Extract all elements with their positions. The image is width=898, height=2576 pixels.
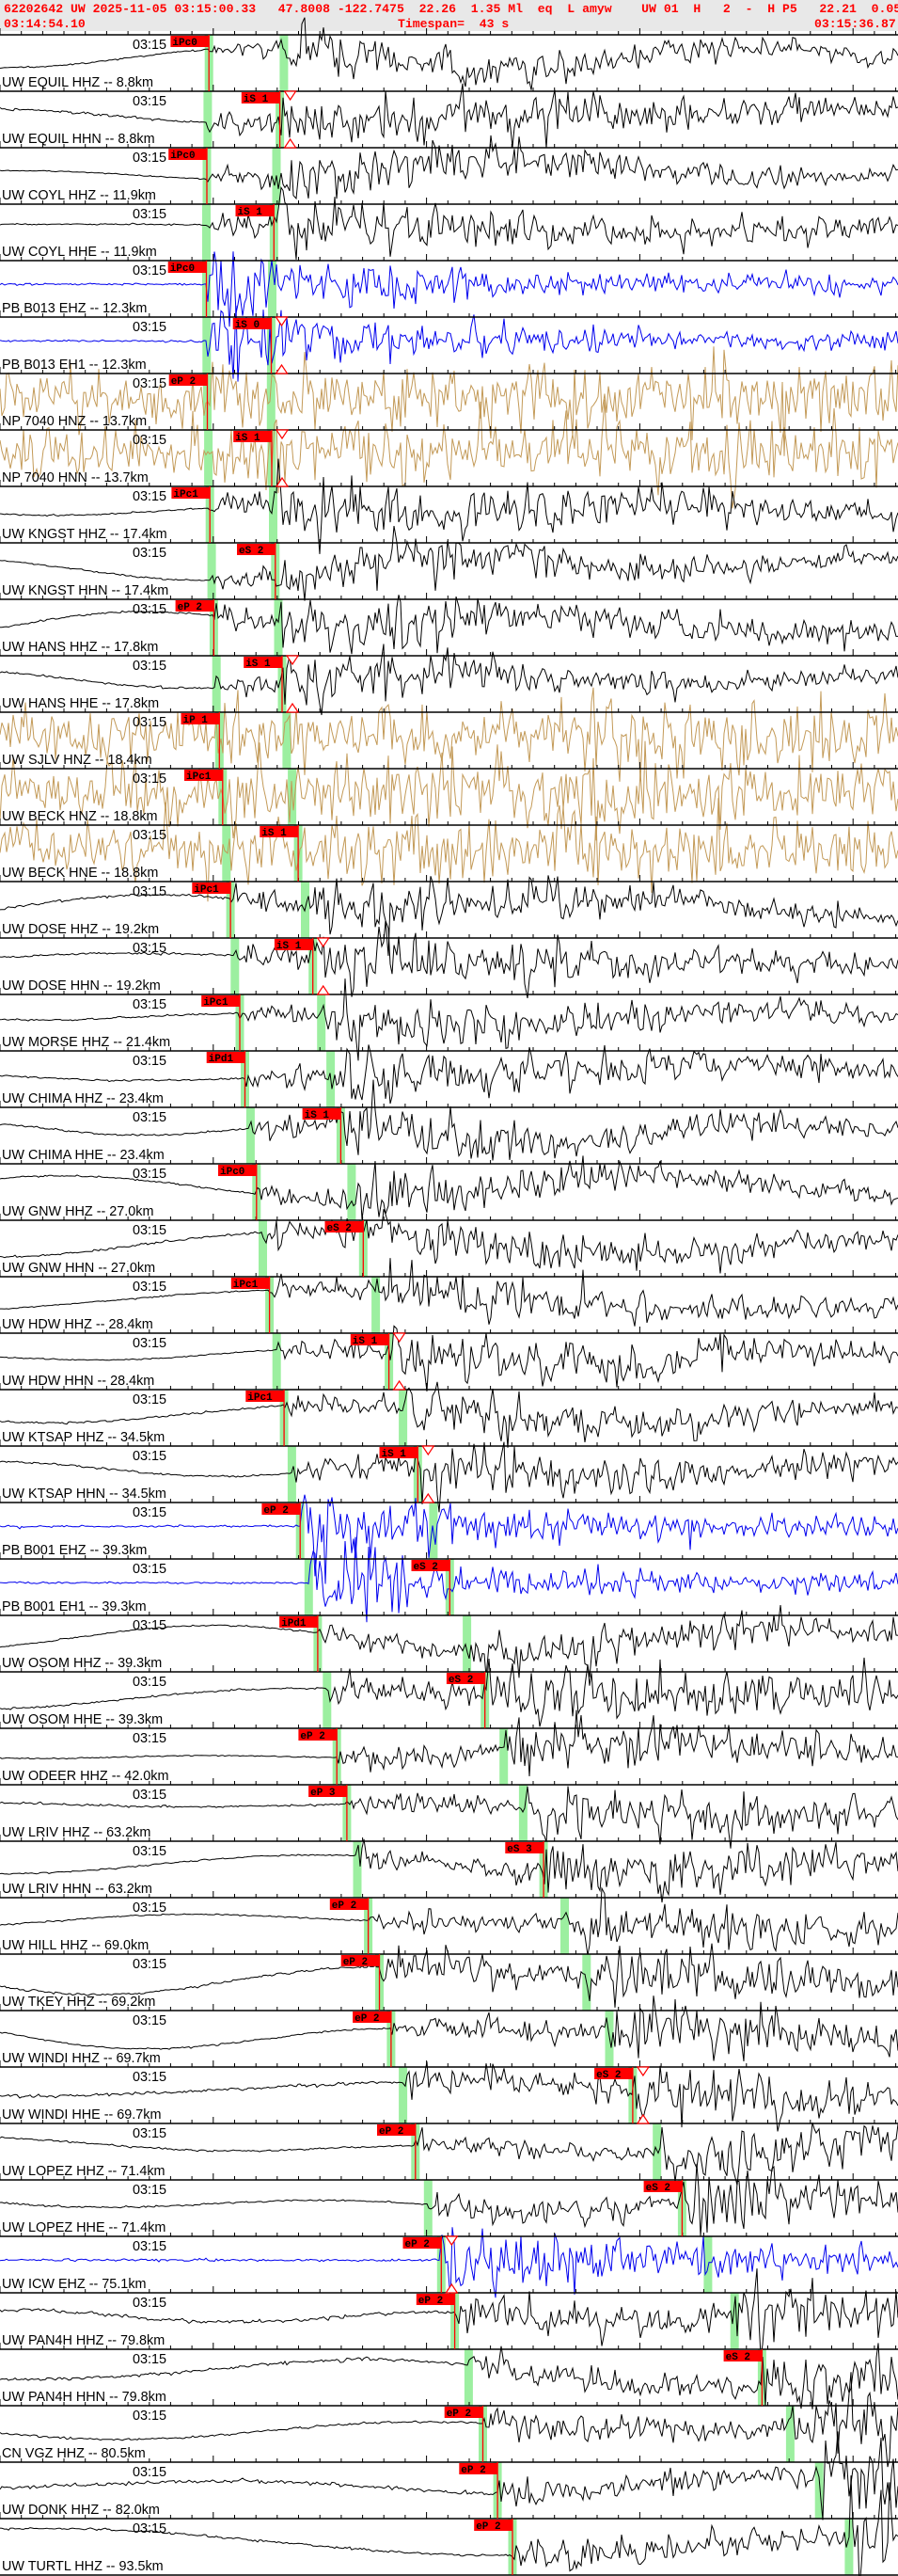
svg-text:iPc1: iPc1 <box>203 997 228 1009</box>
svg-text:iS 1: iS 1 <box>353 1336 378 1347</box>
svg-text:iPc0: iPc0 <box>220 1167 244 1178</box>
svg-text:eP 2: eP 2 <box>300 1731 324 1742</box>
svg-text:eS 2: eS 2 <box>726 2352 750 2363</box>
svg-text:iS 1: iS 1 <box>382 1449 407 1460</box>
svg-text:eS 3: eS 3 <box>507 1844 532 1855</box>
svg-text:iPc1: iPc1 <box>247 1392 273 1404</box>
svg-text:eS 2: eS 2 <box>596 2070 621 2081</box>
svg-text:eS 2: eS 2 <box>414 1562 438 1573</box>
svg-text:iPc0: iPc0 <box>172 38 197 49</box>
svg-text:eP 2: eP 2 <box>343 1957 368 1968</box>
svg-text:eS 2: eS 2 <box>327 1223 352 1234</box>
svg-text:eP 2: eP 2 <box>379 2126 403 2138</box>
svg-text:iPc1: iPc1 <box>186 771 212 783</box>
svg-text:iS 1: iS 1 <box>238 207 263 218</box>
svg-text:iPd1: iPd1 <box>209 1054 234 1065</box>
svg-text:iPc0: iPc0 <box>170 263 195 275</box>
svg-text:iPd1: iPd1 <box>281 1618 307 1630</box>
svg-text:eP 2: eP 2 <box>171 376 196 388</box>
svg-text:iS 1: iS 1 <box>276 941 302 952</box>
svg-text:eS 2: eS 2 <box>449 1675 473 1686</box>
svg-text:eS 2: eS 2 <box>239 546 263 557</box>
svg-text:iS 1: iS 1 <box>245 659 271 670</box>
svg-text:iS 1: iS 1 <box>261 828 287 839</box>
svg-text:eP 2: eP 2 <box>332 1900 356 1912</box>
svg-text:eP 2: eP 2 <box>476 2521 500 2533</box>
svg-text:iP 1: iP 1 <box>183 715 209 726</box>
svg-text:iS 1: iS 1 <box>305 1110 330 1121</box>
svg-text:iS 0: iS 0 <box>235 320 260 331</box>
svg-text:iPc1: iPc1 <box>194 884 219 896</box>
svg-text:eP 2: eP 2 <box>263 1505 288 1517</box>
svg-text:iPc1: iPc1 <box>233 1280 259 1291</box>
svg-text:eS 2: eS 2 <box>646 2183 670 2194</box>
svg-text:iS 1: iS 1 <box>235 433 260 444</box>
svg-text:iPc0: iPc0 <box>170 151 195 162</box>
svg-text:eP 2: eP 2 <box>405 2239 430 2250</box>
svg-text:eP 3: eP 3 <box>310 1788 336 1799</box>
svg-text:eP 2: eP 2 <box>447 2409 471 2420</box>
svg-text:eP 2: eP 2 <box>418 2296 443 2307</box>
svg-text:eP 2: eP 2 <box>178 602 202 613</box>
svg-text:eP 2: eP 2 <box>461 2465 485 2476</box>
svg-text:iPc1: iPc1 <box>173 489 198 501</box>
svg-text:iS 1: iS 1 <box>244 94 269 105</box>
svg-text:eP 2: eP 2 <box>354 2013 379 2025</box>
